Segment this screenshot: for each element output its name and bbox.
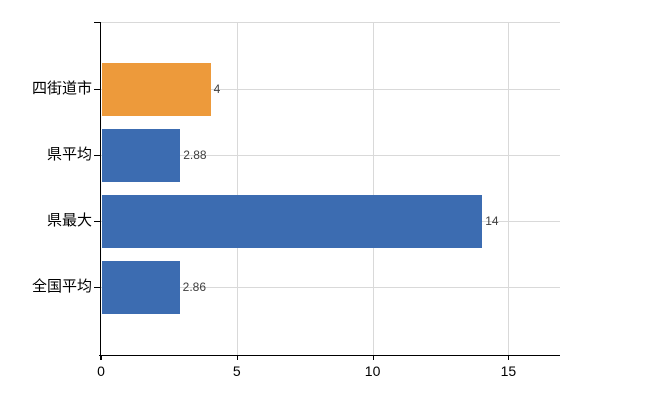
bar-value-label: 2.88 (183, 148, 207, 162)
bar-value-label: 14 (485, 214, 499, 228)
bar-県最大 (102, 194, 483, 248)
bar-県平均 (102, 128, 181, 182)
x-axis (99, 355, 560, 356)
y-axis-tick (94, 287, 101, 288)
y-axis-end-tick (94, 22, 101, 23)
category-label: 県平均 (46, 146, 92, 163)
y-gridline (101, 287, 560, 288)
y-axis-tick (94, 221, 101, 222)
y-gridline (101, 155, 560, 156)
x-axis-tick (508, 355, 510, 360)
x-tick-label: 15 (500, 363, 517, 379)
x-tick-label: 5 (232, 363, 241, 379)
x-gridline (236, 22, 238, 355)
y-axis-tick (94, 155, 101, 156)
y-axis (100, 22, 101, 360)
x-gridline (372, 22, 374, 355)
x-gridline (508, 22, 510, 355)
bar-value-label: 2.86 (182, 280, 207, 294)
x-axis-tick (372, 355, 374, 360)
bar-全国平均 (102, 260, 180, 314)
x-axis-tick (101, 355, 102, 360)
bar-value-label: 4 (213, 82, 221, 96)
category-label: 全国平均 (31, 278, 92, 295)
y-axis-tick (94, 89, 101, 90)
x-tick-label: 10 (364, 363, 381, 379)
bar-四街道市 (102, 62, 211, 116)
x-tick-label: 0 (97, 363, 105, 379)
x-axis-tick (236, 355, 238, 360)
category-label: 四街道市 (31, 80, 92, 97)
plot-top-border (101, 22, 560, 23)
y-gridline (101, 89, 560, 90)
category-label: 県最大 (46, 212, 92, 229)
